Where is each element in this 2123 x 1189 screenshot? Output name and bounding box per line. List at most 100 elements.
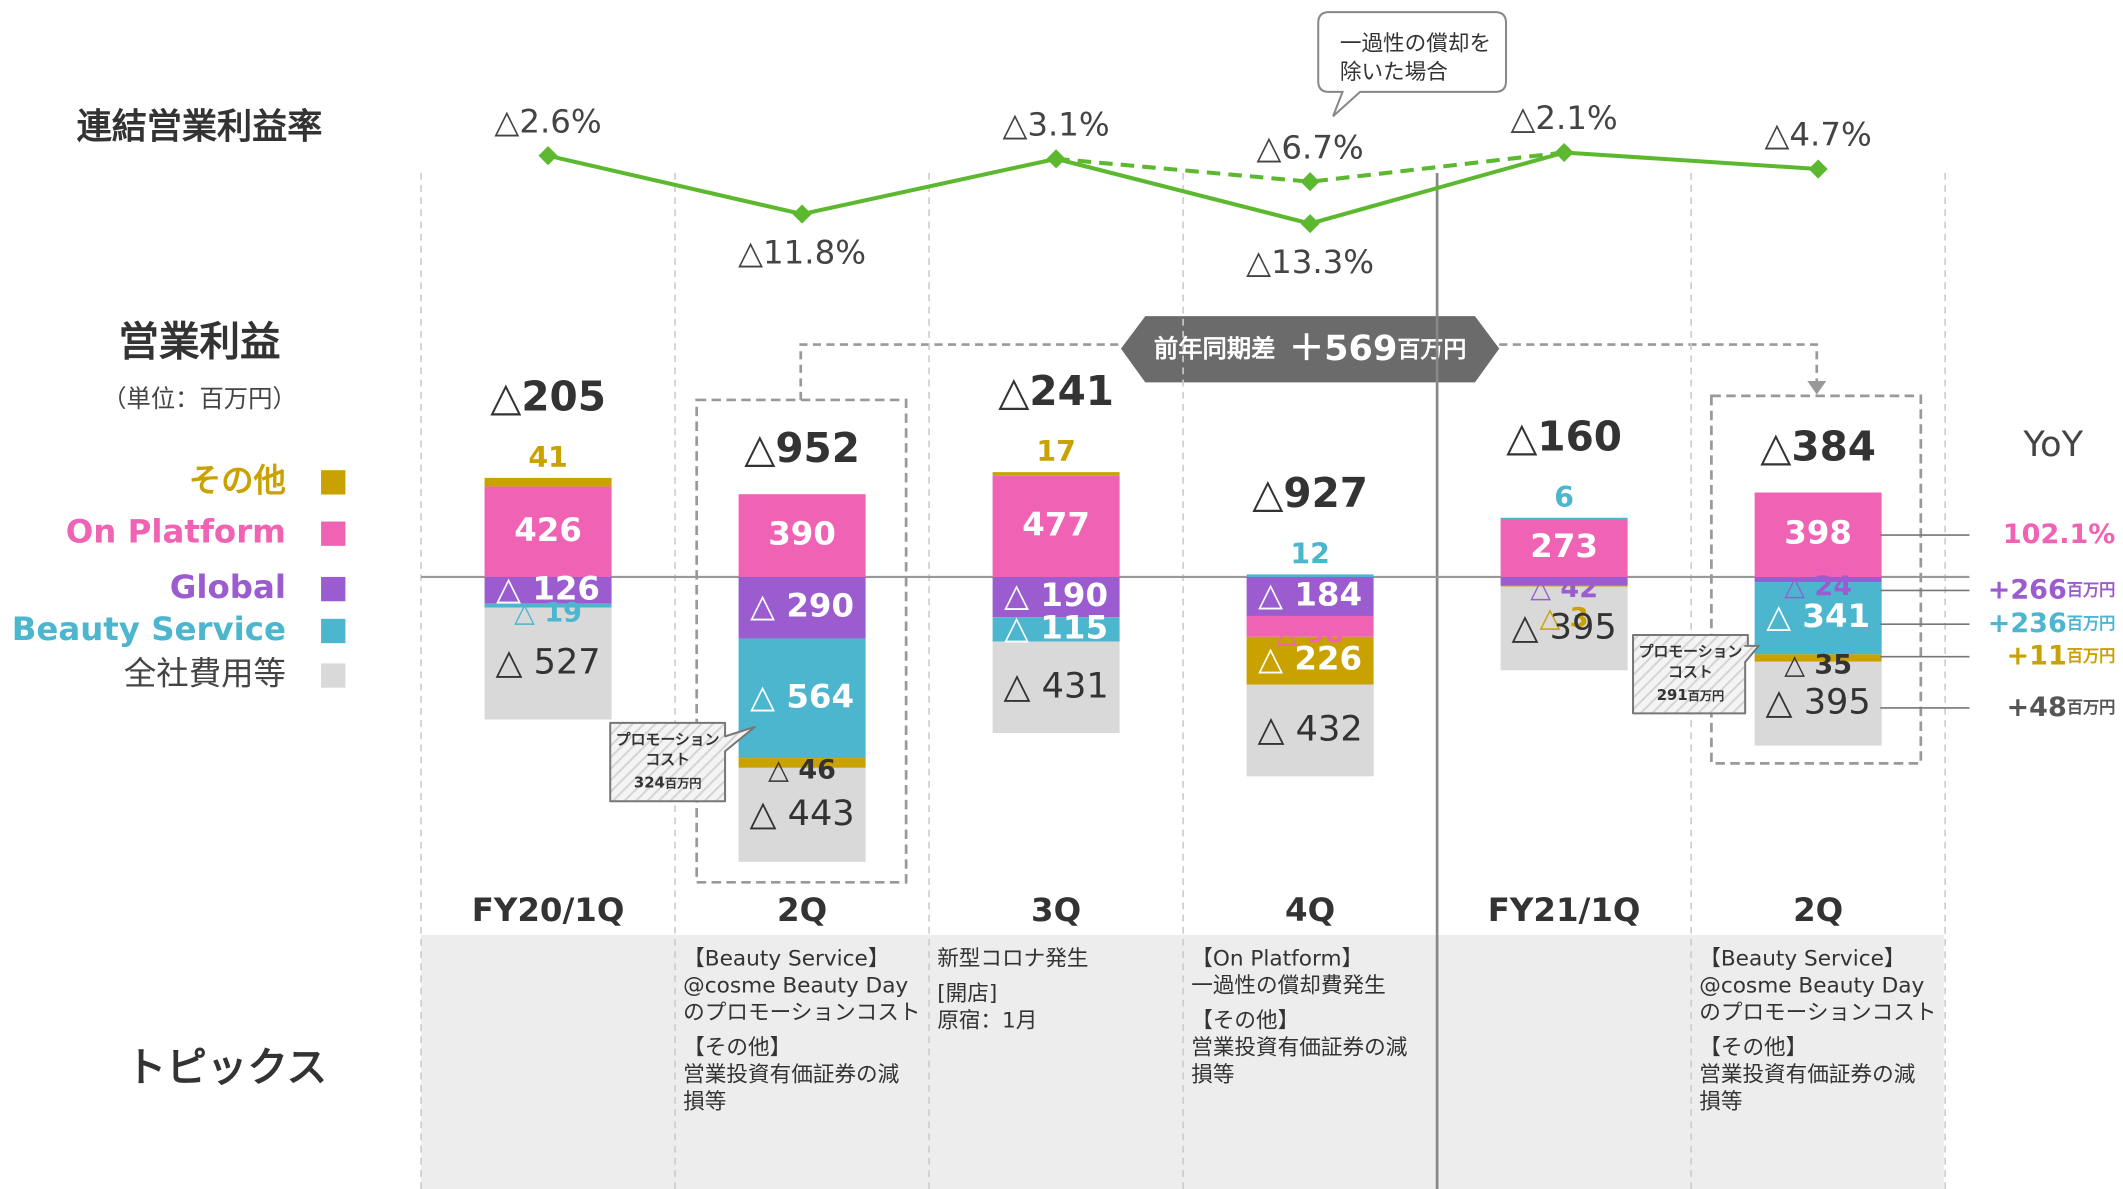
legend-label: その他: [189, 461, 286, 499]
legend-swatch: [321, 521, 346, 546]
topic-text: 【その他】: [683, 1035, 791, 1060]
row-label: 連結営業利益率: [77, 106, 323, 147]
topic-text: 原宿：1月: [937, 1008, 1037, 1033]
data-label: △ 290: [750, 587, 854, 625]
data-label: △ 42: [1530, 573, 1598, 604]
bar-segment: [992, 472, 1120, 476]
data-label: △ 431: [1004, 665, 1109, 706]
topic-text: 一過性の償却費発生: [1191, 973, 1385, 998]
topic-text: 【その他】: [1191, 1008, 1299, 1033]
topic-text: @cosme Beauty Day: [1699, 973, 1924, 998]
banner-unit: 百万円: [1397, 336, 1466, 362]
yoy-unit: 百万円: [2067, 646, 2116, 665]
legend-label: 全社費用等: [124, 655, 286, 693]
callout-bubble: [1317, 11, 1508, 117]
data-label: 426: [514, 511, 582, 549]
bar-segment: [1754, 576, 1882, 583]
bar-segment: [992, 617, 1120, 642]
row-label: トピックス: [126, 1043, 327, 1091]
margin-label: △13.3%: [1246, 243, 1374, 281]
callout-text: 一過性の償却を: [1340, 32, 1491, 57]
legend-label: Global: [170, 568, 286, 606]
connector: [799, 343, 1819, 400]
data-label: △ 527: [495, 642, 600, 683]
bar-segment: [1246, 576, 1374, 616]
promo-value: 324: [634, 774, 665, 792]
topic-text: 営業投資有価証券の減: [1191, 1035, 1407, 1060]
topic-text: 営業投資有価証券の減: [1699, 1063, 1915, 1088]
promo-unit: 百万円: [665, 776, 701, 790]
bar-segment: [1246, 636, 1374, 685]
bar-segment: [1246, 684, 1374, 777]
category-label: 2Q: [777, 891, 827, 929]
bar-segment: [1754, 654, 1882, 662]
category-label: 2Q: [1793, 891, 1843, 929]
promo-text: プロモーション: [616, 730, 720, 748]
data-label: △ 115: [1004, 608, 1108, 646]
margin-label: △4.7%: [1765, 116, 1872, 154]
category-label: FY21/1Q: [1488, 891, 1641, 929]
bar-segment: [484, 477, 612, 487]
data-label: 12: [1290, 537, 1329, 570]
banner-text: 前年同期差 ＋569百万円: [1154, 328, 1466, 369]
bar-segment: [1500, 576, 1628, 586]
topic-text: 【On Platform】: [1191, 946, 1363, 971]
marker: [1808, 159, 1828, 179]
bar-segment: [484, 486, 612, 577]
banner: [1120, 316, 1500, 383]
yoy-unit: 百万円: [2067, 614, 2116, 633]
yoy-value: +48: [2007, 691, 2067, 722]
topic-text: 新型コロナ発生: [937, 946, 1088, 971]
yoy-unit: 百万円: [2067, 697, 2116, 716]
marker: [1554, 142, 1574, 163]
bar-segment: [1246, 574, 1374, 577]
yoy-value: +11: [2007, 640, 2067, 671]
total-label: △384: [1760, 422, 1876, 470]
legend-swatch: [321, 470, 346, 495]
topic-text: 【Beauty Service】: [683, 946, 889, 971]
data-label: △ 98: [1276, 618, 1344, 649]
data-label: △ 564: [750, 677, 854, 715]
yoy-label: +236百万円: [1988, 608, 2116, 639]
marker: [1300, 172, 1320, 192]
topic-text: 【その他】: [1699, 1035, 1807, 1060]
margin-label: △2.1%: [1510, 99, 1617, 137]
bar-segment: [738, 758, 866, 768]
bar-segment: [1500, 586, 1628, 671]
topic-text: のプロモーションコスト: [683, 1000, 920, 1025]
promo-callout: [609, 721, 756, 803]
data-label: △ 46: [768, 755, 836, 786]
promo-value: 291: [1657, 686, 1688, 704]
promo-callout: [1632, 634, 1760, 715]
yoy-label: 102.1%: [2003, 519, 2116, 550]
data-label: 477: [1022, 505, 1090, 543]
data-label: △ 395: [1512, 606, 1617, 647]
promo-text: プロモーション: [1639, 643, 1743, 661]
topic-text: 損等: [1191, 1063, 1234, 1088]
topic-text: @cosme Beauty Day: [683, 973, 908, 998]
data-label: 17: [1036, 435, 1075, 468]
bar-segment: [738, 767, 866, 862]
marker: [1046, 149, 1066, 169]
data-label: △ 35: [1784, 650, 1852, 681]
data-label: 273: [1530, 527, 1598, 565]
total-label: △160: [1506, 412, 1622, 460]
bar-segment: [1754, 661, 1882, 746]
margin-line: [547, 150, 1819, 226]
callout-text: 除いた場合: [1340, 60, 1448, 85]
topic-text: 【Beauty Service】: [1699, 946, 1905, 971]
highlight-box: [1710, 394, 1923, 765]
promo-amount: 291百万円: [1657, 686, 1725, 704]
category-label: FY20/1Q: [472, 891, 625, 929]
bar-segment: [992, 475, 1120, 577]
yoy-unit: 百万円: [2067, 580, 2116, 599]
data-label: △ 190: [1004, 576, 1108, 614]
bar-segment: [484, 603, 612, 608]
row-label: 営業利益: [118, 318, 280, 366]
banner-label: 前年同期差: [1154, 334, 1276, 363]
yoy-value: +266: [1988, 574, 2067, 605]
promo-text: コスト: [645, 751, 690, 769]
margin-label: △3.1%: [1002, 105, 1109, 143]
data-label: 390: [768, 515, 836, 553]
total-label: △241: [998, 367, 1114, 415]
